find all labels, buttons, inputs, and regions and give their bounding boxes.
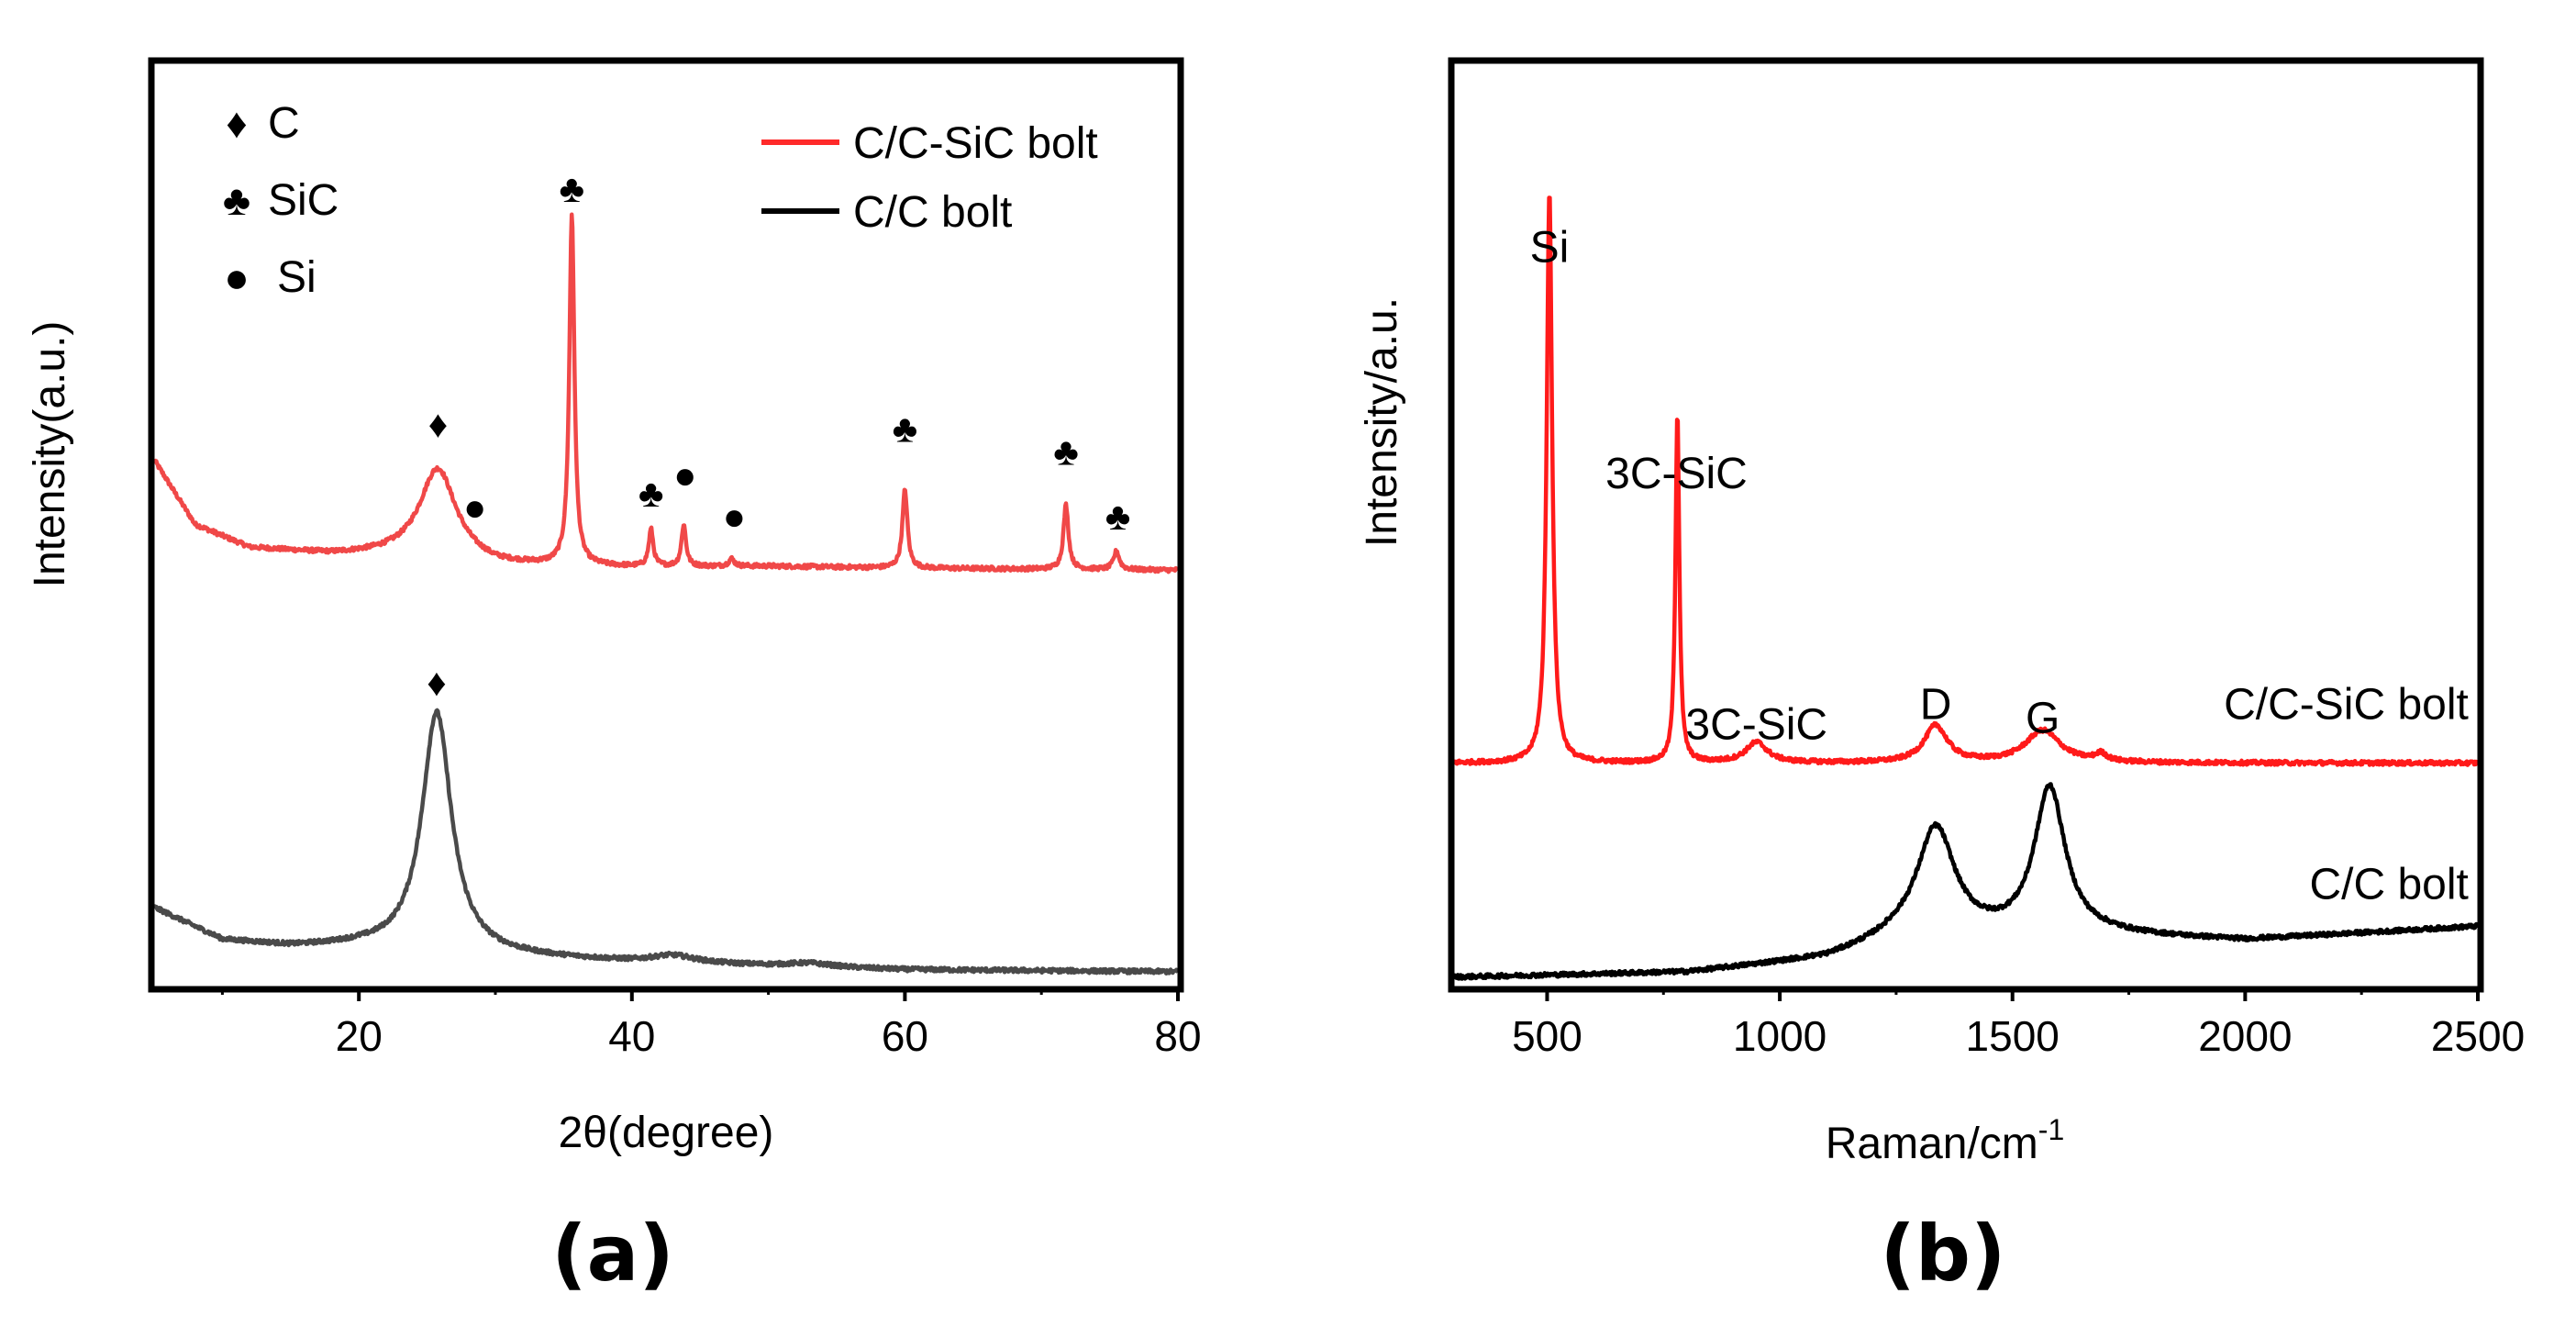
a-key-si-label: Si bbox=[277, 253, 316, 302]
a-key-c-label: C bbox=[268, 99, 300, 148]
peak-marker: ♣ bbox=[1053, 430, 1079, 474]
peak-marker: ● bbox=[673, 453, 696, 496]
peak-marker: ♣ bbox=[560, 167, 585, 210]
a-x-axis-label: 2θ(degree) bbox=[559, 1109, 774, 1157]
series-line-a-0 bbox=[151, 212, 1180, 574]
b-plot-frame bbox=[1448, 57, 2484, 993]
series-line-b-0 bbox=[1452, 195, 2481, 767]
b-panel-label: (b) bbox=[1881, 1209, 2006, 1299]
a-traces bbox=[151, 212, 1180, 976]
b-x-axis-label: Raman/cm-1 bbox=[1826, 1113, 2065, 1168]
panel-b: 500 1000 1500 2000 2500 Si 3C-SiC 3C-SiC D G C/C-… bbox=[1358, 57, 2525, 1299]
peak-marker: ♣ bbox=[638, 472, 664, 515]
x-tick-label: 500 bbox=[1512, 1012, 1582, 1060]
series-line-a-1 bbox=[151, 708, 1180, 976]
b-traces bbox=[1451, 195, 2481, 981]
a-legend-black-label: C/C bolt bbox=[853, 188, 1012, 237]
peak-annotation: C/C bolt bbox=[2309, 860, 2468, 909]
a-x-ticks: 20 40 60 80 bbox=[220, 987, 1202, 1060]
panel-a: ♦●♣♣ ●●♣♣♣♦ 20 40 60 80 2θ(degree) Intensity… bbox=[26, 57, 1202, 1299]
peak-marker: ♦ bbox=[427, 661, 446, 704]
x-tick-label: 1500 bbox=[1966, 1012, 2060, 1060]
peak-annotation: G bbox=[2026, 694, 2060, 742]
a-symbol-key: ♦ C ♣ SiC ● Si bbox=[223, 99, 339, 302]
peak-annotation: 3C-SiC bbox=[1685, 700, 1827, 749]
a-legend-red-label: C/C-SiC bolt bbox=[853, 119, 1098, 168]
x-tick-label: 2500 bbox=[2431, 1012, 2525, 1060]
a-key-si-symbol: ● bbox=[224, 253, 250, 301]
b-y-axis-label: Intensity/a.u. bbox=[1358, 297, 1406, 547]
x-tick-label: 40 bbox=[608, 1012, 655, 1060]
b-x-ticks: 500 1000 1500 2000 2500 bbox=[1512, 987, 2525, 1060]
peak-annotation: 3C-SiC bbox=[1605, 450, 1748, 498]
a-plot-frame bbox=[148, 57, 1184, 993]
x-tick-label: 2000 bbox=[2198, 1012, 2292, 1060]
series-line-b-1 bbox=[1451, 782, 2480, 981]
a-y-axis-label: Intensity(a.u.) bbox=[26, 321, 74, 588]
peak-annotation: C/C-SiC bolt bbox=[2224, 680, 2469, 729]
peak-marker: ● bbox=[463, 485, 486, 529]
a-key-c-symbol: ♦ bbox=[226, 99, 247, 147]
a-key-sic-label: SiC bbox=[268, 176, 339, 225]
peak-marker: ♣ bbox=[1105, 495, 1131, 538]
a-key-sic-symbol: ♣ bbox=[223, 176, 250, 224]
b-annotations: Si 3C-SiC 3C-SiC D G C/C-SiC bolt C/C bolt bbox=[1530, 223, 2469, 909]
peak-marker: ♦ bbox=[428, 402, 448, 445]
b-x-axis-label-main: Raman/cm bbox=[1826, 1120, 2038, 1168]
a-peak-markers: ♦●♣♣ ●●♣♣♣♦ bbox=[427, 167, 1130, 704]
a-panel-label: (a) bbox=[551, 1209, 673, 1299]
b-x-axis-label-superscript: -1 bbox=[2038, 1113, 2064, 1146]
peak-marker: ● bbox=[723, 495, 746, 538]
x-tick-label: 20 bbox=[336, 1012, 383, 1060]
x-tick-label: 1000 bbox=[1733, 1012, 1827, 1060]
peak-annotation: D bbox=[1920, 680, 1952, 729]
peak-annotation: Si bbox=[1530, 223, 1570, 272]
x-tick-label: 60 bbox=[882, 1012, 928, 1060]
a-legend: C/C-SiC bolt C/C bolt bbox=[761, 119, 1098, 237]
peak-marker: ♣ bbox=[893, 407, 918, 450]
x-tick-label: 80 bbox=[1154, 1012, 1201, 1060]
